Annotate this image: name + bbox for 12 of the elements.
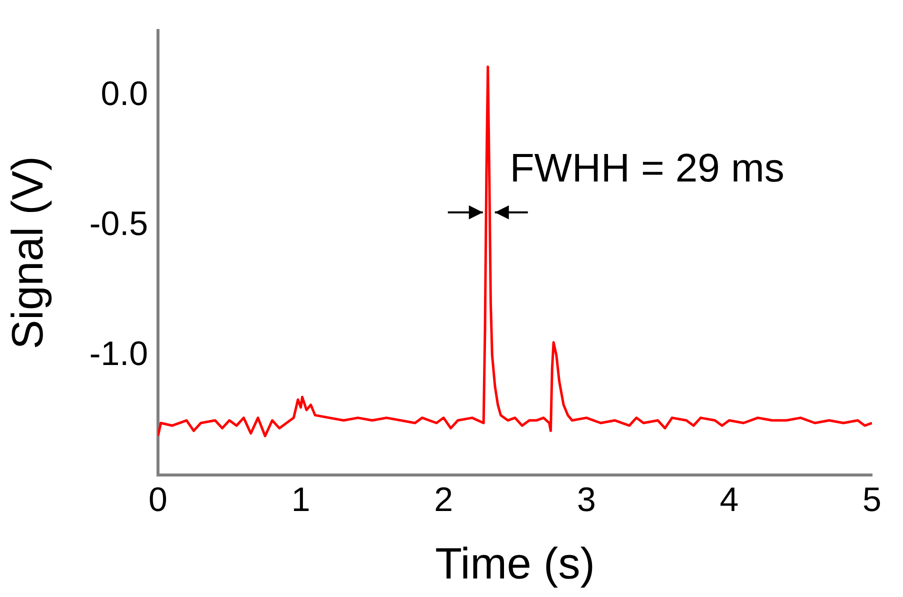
x-tick-label: 3 xyxy=(576,480,596,519)
x-tick-label: 0 xyxy=(148,480,168,519)
x-tick-label: 4 xyxy=(720,480,739,519)
x-tick-label: 2 xyxy=(434,480,454,519)
y-tick-label: -1.0 xyxy=(89,334,148,373)
x-axis-title: Time (s) xyxy=(435,540,595,589)
x-tick-label: 1 xyxy=(291,480,310,519)
x-tick-label: 5 xyxy=(862,480,882,519)
y-tick-label: 0.0 xyxy=(100,74,148,113)
y-tick-label: -0.5 xyxy=(89,204,148,243)
y-axis-title: Signal (V) xyxy=(4,156,53,350)
annotation: FWHH = 29 ms xyxy=(510,146,784,190)
